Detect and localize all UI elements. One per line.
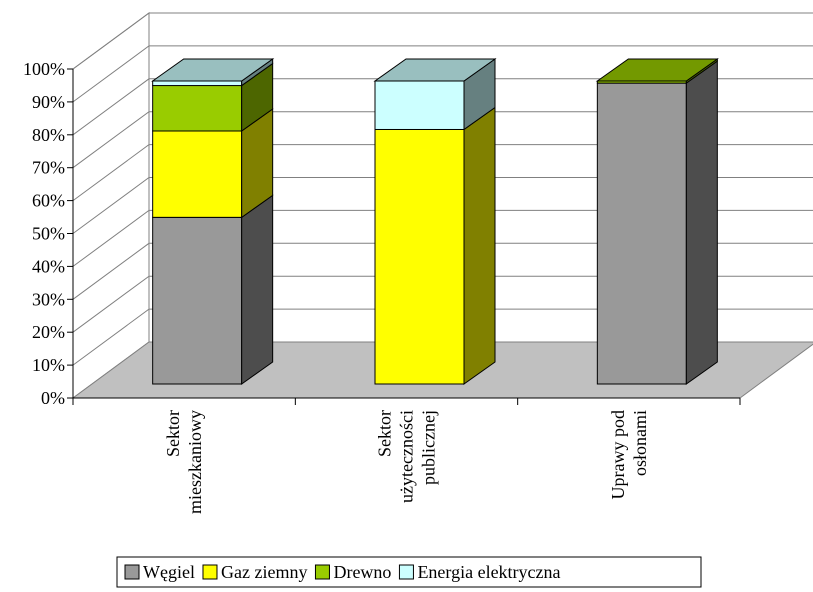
y-tick-label: 90% [32,92,65,112]
x-category-label: mieszkaniowy [185,410,205,514]
legend-swatch [314,564,330,580]
legend-label: Gaz ziemny [221,562,307,582]
bar-segment [152,85,243,132]
legend-swatch [124,564,140,580]
gridline [72,12,813,70]
bar-segment-top [151,58,275,82]
bar-segment [152,216,243,385]
bar-segment [374,80,465,130]
bar-segment [152,130,243,218]
bar-segment [374,128,465,385]
gridline [72,209,813,267]
x-category-label: użyteczności [397,410,417,503]
y-tick-label: 50% [32,224,65,244]
x-category-label: publicznej [419,410,439,485]
y-tick-label: 60% [32,191,65,211]
gridline [72,144,813,202]
bar-segment [596,82,687,385]
gridline [72,177,813,234]
bar-segment-top [595,58,719,82]
x-category-label: Sektor [375,410,395,457]
legend-label: Drewno [333,562,391,582]
legend-swatch [398,564,414,580]
y-tick-label: 0% [41,388,65,408]
y-tick-label: 100% [23,59,65,79]
y-tick-label: 20% [32,322,65,342]
y-tick-label: 70% [32,158,65,178]
bar-segment-top [373,58,497,82]
y-axis-tick-labels: 0% 10% 20% 30% 40% 50% 60% 70% 80% 90% 100% [23,59,65,408]
bar-segment-side [463,106,496,385]
chart-legend: Węgiel Gaz ziemny Drewno Energia elektryczn… [116,556,702,588]
legend-label: Węgiel [143,562,195,582]
x-category-label: Sektor [163,410,183,457]
gridline [72,78,813,136]
chart-axes [67,68,741,405]
bar-segment-side [685,60,718,385]
gridline [72,308,813,366]
y-tick-label: 80% [32,125,65,145]
x-axis-category-labels: Sektor mieszkaniowy Sektor użyteczności publ… [163,410,650,514]
x-category-label: osłonami [630,410,650,476]
y-tick-label: 10% [32,355,65,375]
chart-bars [151,58,719,385]
y-tick-label: 40% [32,256,65,276]
chart-gridlines [72,12,813,366]
y-tick-label: 30% [32,289,65,309]
bar-segment-side [241,194,274,385]
gridline [72,111,813,169]
gridline [72,242,813,300]
legend-swatch [202,564,218,580]
x-category-label: Uprawy pod [608,410,628,499]
legend-label: Energia elektryczna [417,562,560,582]
gridline [72,275,813,333]
gridline [72,45,813,103]
bar-segment [152,80,243,87]
